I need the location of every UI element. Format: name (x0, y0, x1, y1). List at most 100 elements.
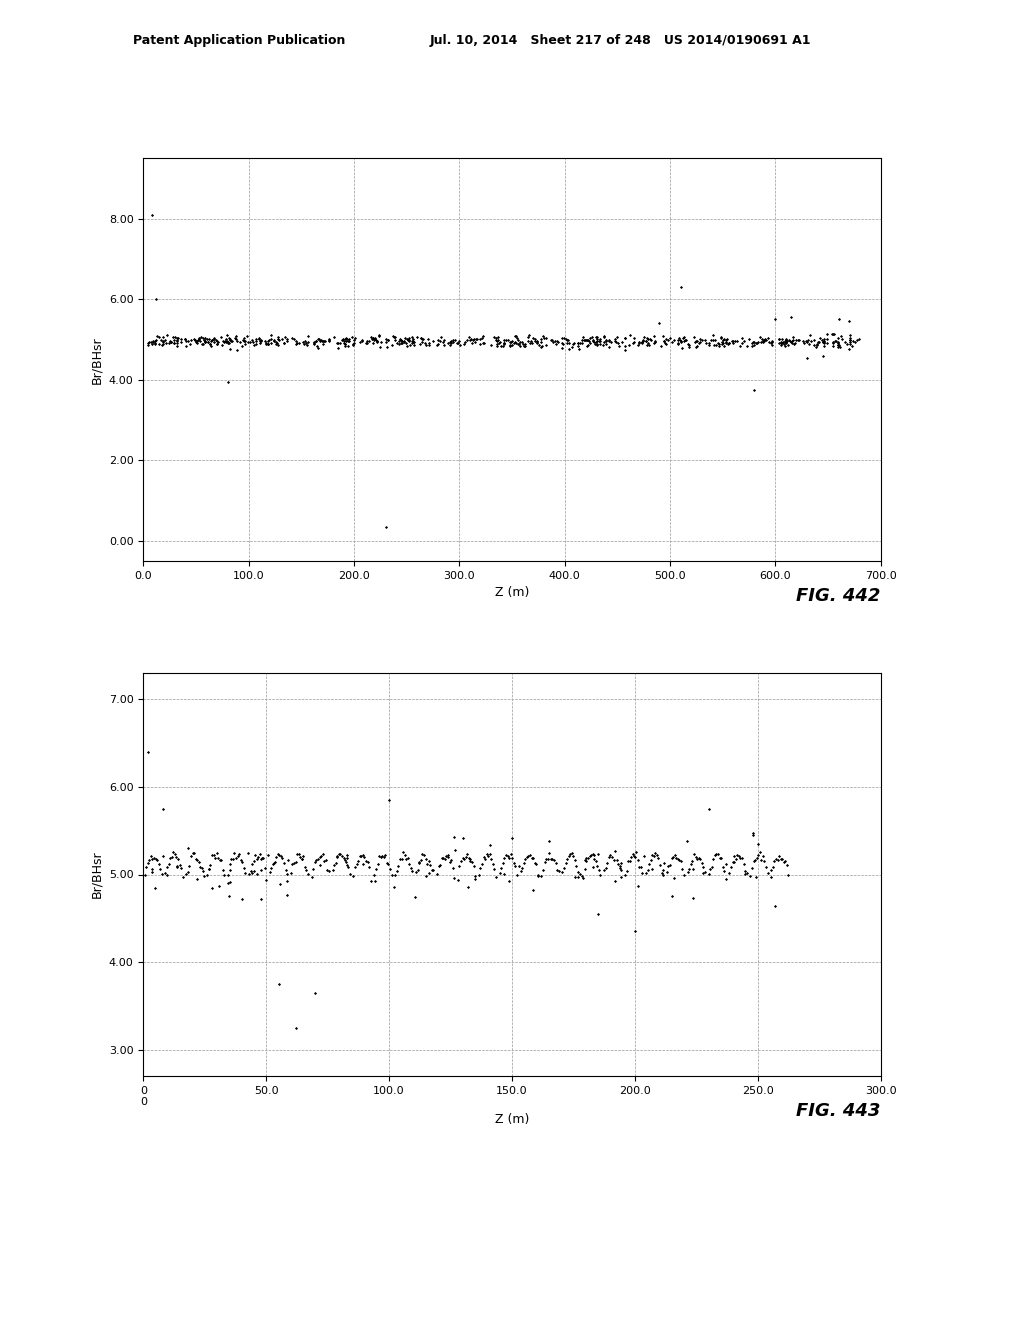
Point (200, 331, 216, 352)
Point (259, 330, 275, 351)
Point (170, 849, 186, 870)
Point (234, 851, 251, 873)
Point (265, 853, 282, 874)
Point (190, 329, 207, 350)
Point (458, 847, 474, 869)
Point (691, 329, 708, 350)
Point (523, 330, 540, 351)
Point (783, 330, 800, 351)
Point (212, 849, 228, 870)
Point (763, 859, 779, 880)
Point (708, 334, 724, 355)
Point (765, 857, 781, 878)
Point (266, 330, 283, 351)
Point (421, 333, 437, 354)
Point (201, 858, 217, 879)
Point (163, 331, 179, 352)
Point (315, 333, 332, 354)
Point (140, 333, 157, 354)
Point (674, 858, 690, 879)
Point (159, 325, 175, 346)
Point (530, 865, 547, 886)
Point (306, 851, 323, 873)
Point (525, 879, 542, 900)
Point (211, 875, 227, 896)
Point (379, 853, 395, 874)
Point (667, 843, 683, 865)
Point (716, 327, 732, 348)
Point (815, 331, 831, 352)
Point (608, 326, 625, 347)
Point (639, 327, 655, 348)
Point (612, 853, 629, 874)
Point (724, 851, 740, 873)
Point (310, 849, 327, 870)
Point (313, 845, 330, 866)
Point (695, 862, 712, 883)
Point (706, 335, 722, 356)
Point (522, 845, 539, 866)
Point (509, 865, 525, 886)
Point (433, 847, 450, 869)
Point (771, 329, 787, 350)
Point (589, 329, 605, 350)
Point (652, 854, 669, 875)
Point (147, 849, 164, 870)
Point (467, 331, 483, 352)
Point (232, 849, 249, 870)
Point (538, 327, 554, 348)
Point (660, 855, 677, 876)
Point (257, 333, 273, 354)
Point (672, 330, 688, 351)
Point (681, 859, 697, 880)
Point (655, 865, 672, 886)
Point (336, 333, 352, 354)
Point (651, 313, 668, 334)
Point (232, 331, 249, 352)
Point (204, 876, 220, 898)
Point (711, 334, 727, 355)
Point (321, 331, 337, 352)
Point (260, 845, 276, 866)
Point (403, 330, 420, 351)
Point (439, 846, 456, 867)
Point (510, 334, 526, 355)
Point (639, 333, 655, 354)
Point (140, 742, 157, 763)
Point (289, 333, 305, 354)
Point (209, 330, 225, 351)
Point (209, 334, 225, 355)
Point (501, 847, 517, 869)
Point (410, 859, 426, 880)
Point (316, 331, 333, 352)
Point (477, 849, 494, 870)
Point (735, 853, 752, 874)
Point (411, 851, 427, 873)
Point (755, 845, 771, 866)
Point (588, 331, 604, 352)
Point (430, 330, 446, 351)
Point (495, 853, 511, 874)
Point (279, 329, 295, 350)
Point (285, 853, 301, 874)
Point (692, 849, 709, 870)
Point (718, 869, 734, 890)
Point (592, 329, 608, 350)
Point (299, 335, 315, 356)
Point (433, 326, 450, 347)
Point (396, 843, 413, 865)
Point (582, 846, 598, 867)
Point (418, 865, 434, 886)
Point (366, 329, 382, 350)
Point (450, 333, 466, 354)
Point (202, 334, 218, 355)
Point (496, 333, 512, 354)
Point (268, 846, 285, 867)
Point (208, 329, 224, 350)
Point (372, 326, 388, 347)
Point (798, 330, 814, 351)
Point (700, 799, 717, 820)
Point (274, 847, 291, 869)
Point (471, 329, 487, 350)
Point (670, 849, 686, 870)
